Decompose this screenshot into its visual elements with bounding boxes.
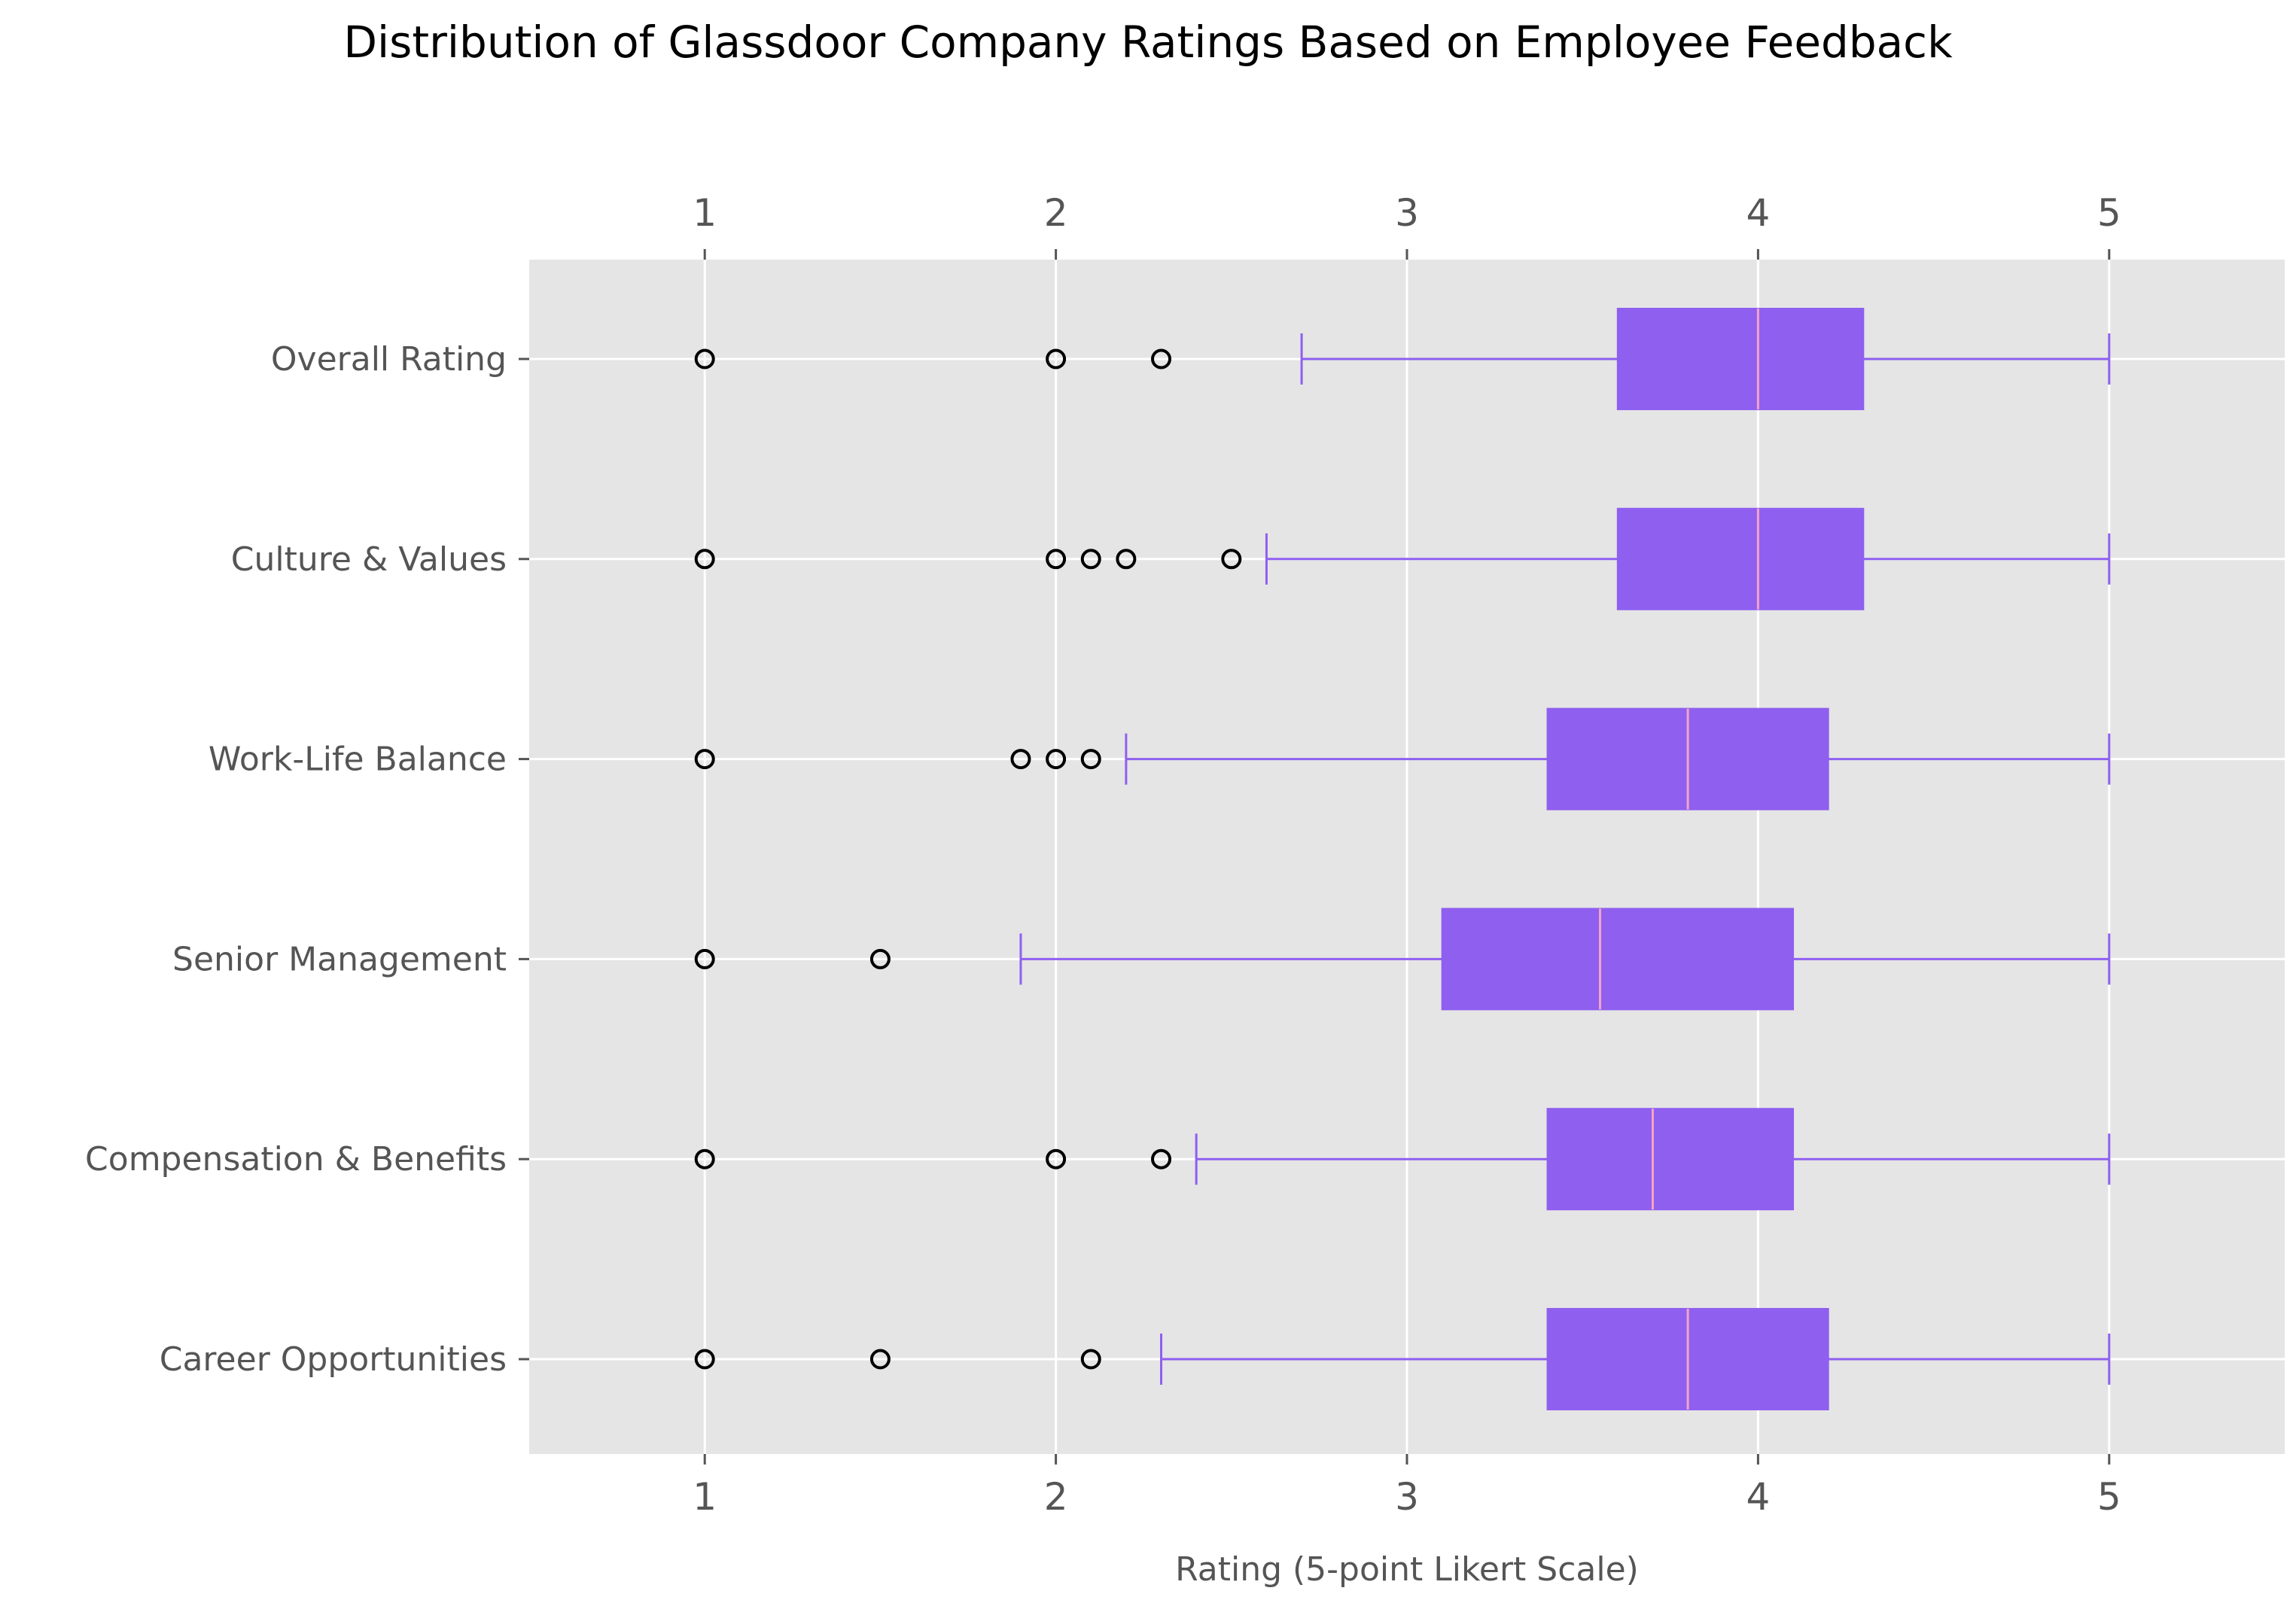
x-tick-label-top: 5 [2097, 191, 2121, 235]
outlier-point [694, 948, 715, 969]
outlier-point [1046, 1148, 1067, 1170]
outlier-point [694, 1148, 715, 1170]
y-tick-label: Career Opportunities [160, 1340, 507, 1379]
outlier-point [1151, 1148, 1172, 1170]
box-group [694, 908, 2111, 1011]
x-tick-label-bottom: 2 [1044, 1475, 1068, 1519]
x-tick-label-top: 3 [1395, 191, 1419, 235]
iqr-box [1616, 507, 1865, 610]
outlier-point [1221, 549, 1242, 570]
outlier-point [694, 1349, 715, 1370]
outlier-point [1151, 348, 1172, 370]
x-tick-label-bottom: 1 [693, 1475, 717, 1519]
outlier-point [1080, 749, 1101, 770]
outlier-point [1046, 549, 1067, 570]
axis-ticks: 1 1 2 2 3 3 4 4 5 5 Overall Rating Culture & Values… [85, 191, 2121, 1519]
iqr-box [1546, 1108, 1795, 1211]
outlier-point [694, 749, 715, 770]
outlier-point [1046, 348, 1067, 370]
boxes [694, 308, 2111, 1410]
box-group [694, 507, 2111, 610]
x-tick-label-top: 4 [1746, 191, 1770, 235]
y-tick-label: Senior Management [172, 940, 507, 978]
outlier-point [1046, 749, 1067, 770]
iqr-box [1441, 908, 1795, 1011]
y-tick-label: Overall Rating [271, 340, 507, 379]
x-tick-label-top: 1 [693, 191, 717, 235]
outlier-point [1080, 549, 1101, 570]
outlier-point [1080, 1349, 1101, 1370]
box-group [694, 707, 2111, 811]
box-group [694, 1108, 2111, 1211]
outlier-point [694, 348, 715, 370]
box-group [694, 1308, 2111, 1410]
outlier-point [694, 549, 715, 570]
chart-title: Distribution of Glassdoor Company Rating… [343, 17, 1953, 68]
x-tick-label-top: 2 [1044, 191, 1068, 235]
box-group [694, 308, 2111, 410]
outlier-point [869, 948, 891, 969]
y-tick-label: Culture & Values [231, 540, 507, 579]
x-axis-label: Rating (5-point Likert Scale) [1175, 1550, 1639, 1589]
outlier-point [1010, 749, 1031, 770]
outlier-point [869, 1349, 891, 1370]
x-tick-label-bottom: 4 [1746, 1475, 1770, 1519]
x-tick-label-bottom: 5 [2097, 1475, 2121, 1519]
iqr-box [1616, 308, 1865, 410]
x-tick-label-bottom: 3 [1395, 1475, 1419, 1519]
y-tick-label: Compensation & Benefits [85, 1140, 507, 1179]
outlier-point [1116, 549, 1137, 570]
y-tick-label: Work-Life Balance [209, 741, 507, 779]
